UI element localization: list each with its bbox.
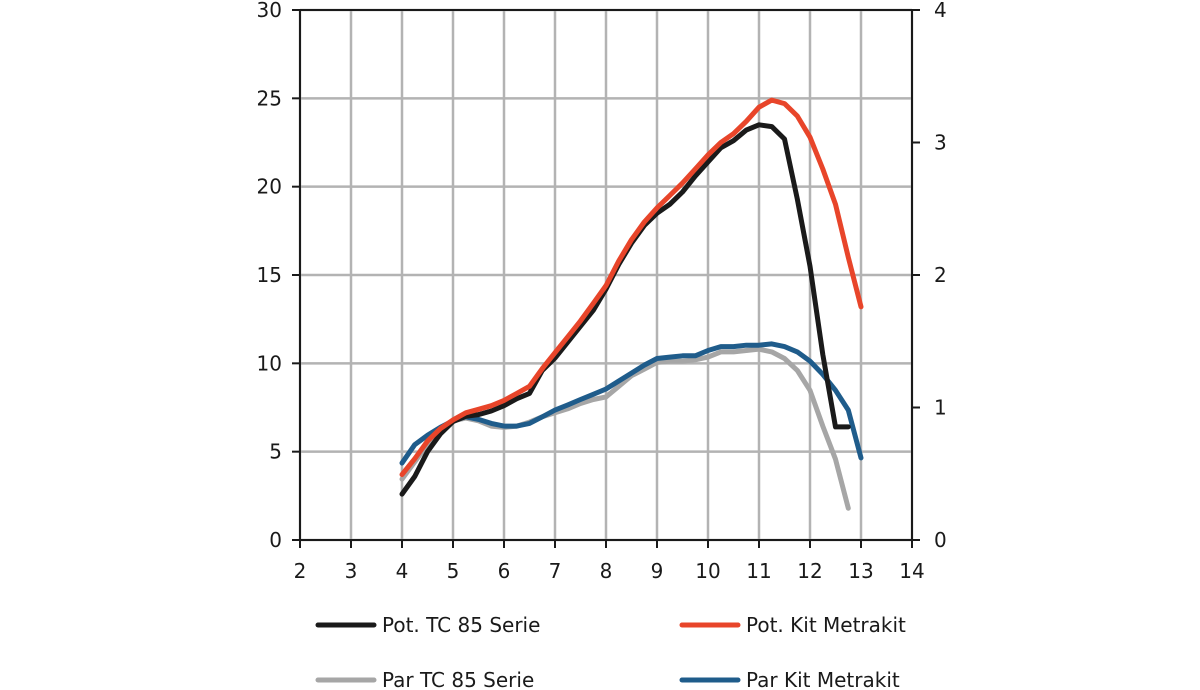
x-tick-label: 8: [600, 559, 613, 583]
x-tick-label: 10: [695, 559, 720, 583]
y-tick-label: 25: [257, 86, 282, 110]
legend-item-1: Pot. Kit Metrakit: [679, 613, 906, 637]
y2-tick-label: 1: [934, 396, 947, 420]
y2-tick-label: 4: [934, 0, 947, 22]
x-tick-label: 3: [345, 559, 358, 583]
x-tick-label: 9: [651, 559, 664, 583]
y-tick-label: 5: [269, 440, 282, 464]
y-tick-label: 15: [257, 263, 282, 287]
legend-label: Pot. TC 85 Serie: [382, 613, 540, 637]
series-line-0: [399, 122, 851, 497]
legend-item-3: Par Kit Metrakit: [679, 668, 900, 690]
y-tick-label: 30: [257, 0, 282, 22]
legend-item-2: Par TC 85 Serie: [315, 668, 534, 690]
legend-label: Pot. Kit Metrakit: [746, 613, 906, 637]
x-tick-label: 14: [899, 559, 924, 583]
legend: Pot. TC 85 Serie Pot. Kit Metrakit Par TC …: [315, 613, 906, 690]
y2-tick-label: 0: [934, 528, 947, 552]
x-tick-label: 13: [848, 559, 873, 583]
y-tick-label: 0: [269, 528, 282, 552]
grid: [298, 8, 914, 542]
series-line-2: [399, 346, 851, 511]
y-tick-label: 10: [257, 351, 282, 375]
x-tick-label: 6: [498, 559, 511, 583]
y-tick-label: 20: [257, 175, 282, 199]
legend-item-0: Pot. TC 85 Serie: [315, 613, 540, 637]
x-tick-label: 12: [797, 559, 822, 583]
x-tick-label: 5: [447, 559, 460, 583]
y2-tick-label: 2: [934, 263, 947, 287]
legend-label: Par Kit Metrakit: [746, 668, 900, 690]
series-layer: [399, 97, 864, 511]
x-tick-label: 7: [549, 559, 562, 583]
x-tick-label: 2: [294, 559, 307, 583]
x-tick-label: 11: [746, 559, 771, 583]
y2-tick-label: 3: [934, 131, 947, 155]
legend-label: Par TC 85 Serie: [382, 668, 534, 690]
series-line-1: [399, 97, 864, 478]
series-line-3: [399, 341, 864, 466]
x-tick-label: 4: [396, 559, 409, 583]
